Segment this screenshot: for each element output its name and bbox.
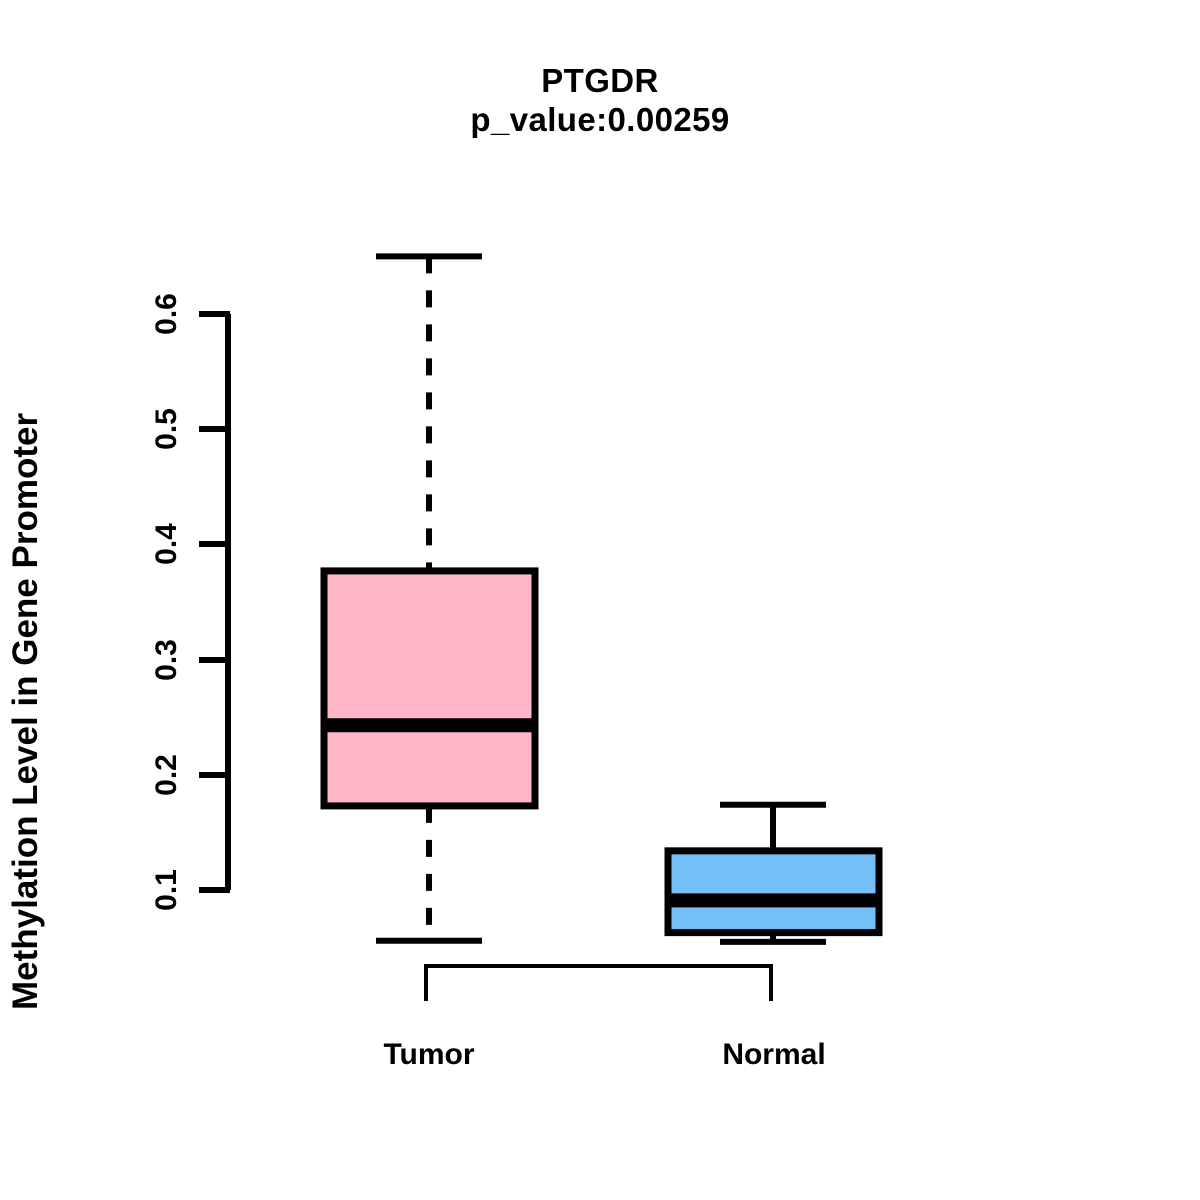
x-tick-label-normal: Normal	[722, 1038, 826, 1071]
y-axis	[199, 311, 231, 893]
normal-box-rect	[664, 847, 883, 937]
tumor-box-rect	[320, 567, 539, 810]
x-axis	[424, 964, 773, 1001]
chart-title-block: PTGDR p_value:0.00259	[0, 62, 1200, 140]
x-tick-label-tumor: Tumor	[383, 1038, 475, 1071]
box-normal	[664, 801, 883, 945]
chart-title: PTGDR	[541, 62, 659, 99]
box-tumor	[320, 253, 539, 944]
chart-subtitle-pvalue: p_value:0.00259	[470, 100, 730, 138]
